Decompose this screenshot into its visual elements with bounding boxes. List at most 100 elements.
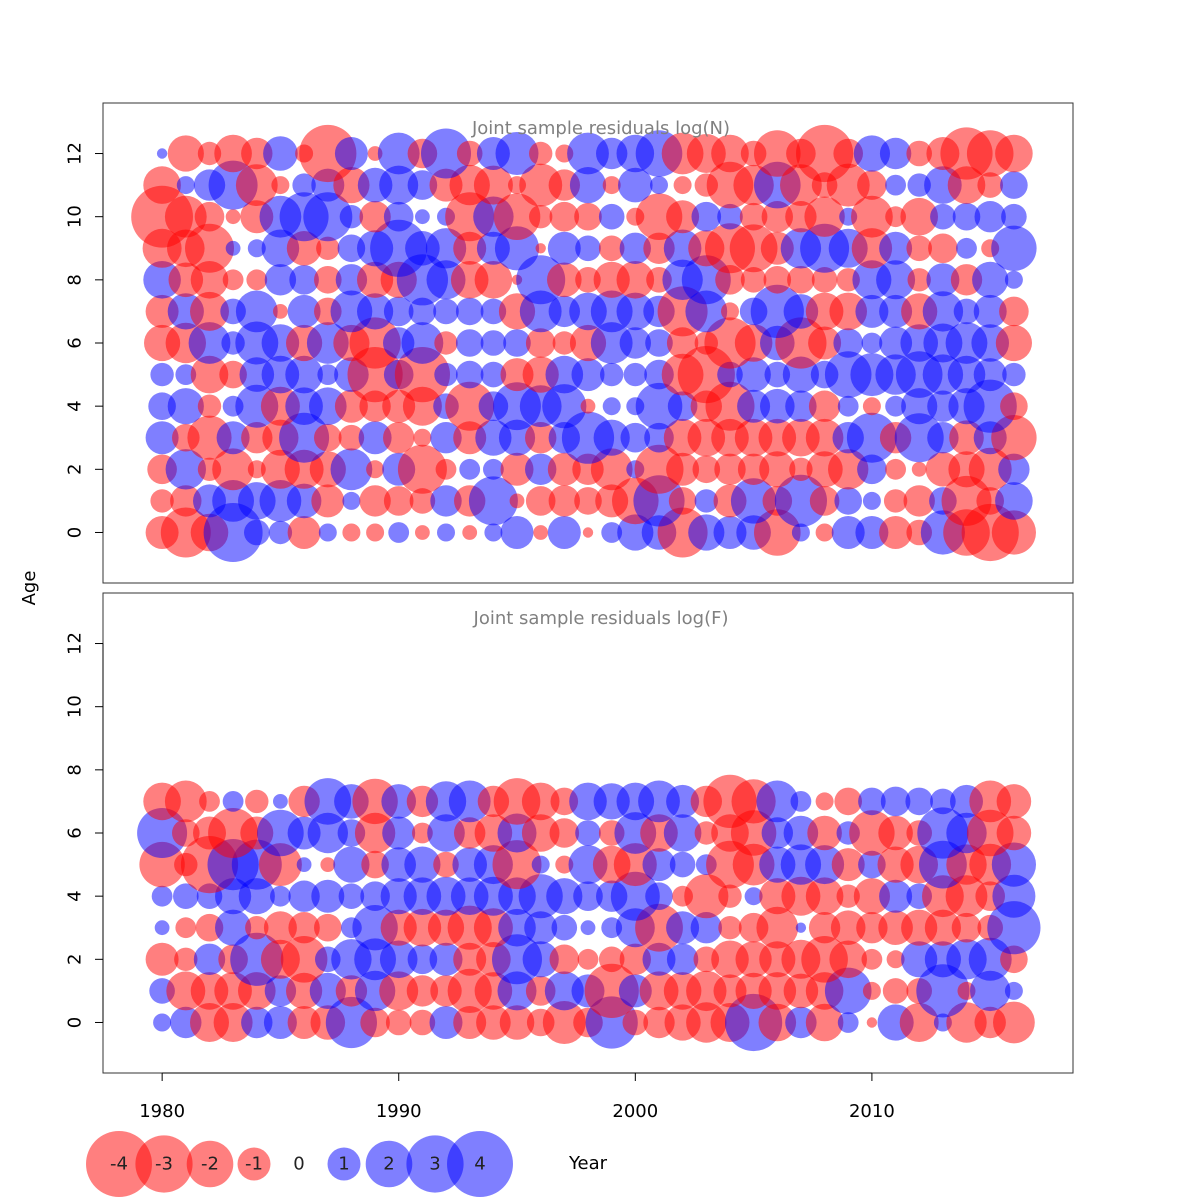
x-tick-label: 2010 [849, 1101, 895, 1122]
bubble-n-2008-age-0 [815, 523, 834, 542]
bubble-f-1998-age-6 [575, 820, 601, 846]
bubble-n-1989-age-7 [357, 293, 394, 330]
bubble-f-2008-age-6 [807, 815, 842, 851]
bubble-f-2010-age-1 [862, 981, 881, 1000]
bubble-n-1980-age-3 [145, 421, 179, 455]
bubble-n-1986-age-0 [287, 516, 321, 549]
bubble-n-1998-age-10 [574, 202, 602, 231]
bubble-f-2010-age-0 [866, 1017, 878, 1028]
panel-log-f-bubbles [137, 774, 1041, 1052]
y-tick-label: 0 [65, 1017, 86, 1028]
bubble-n-2007-age-0 [791, 523, 810, 542]
bubble-n-2011-age-8 [876, 260, 916, 300]
bubble-n-1983-age-3 [216, 421, 250, 455]
bubble-n-1997-age-5 [545, 355, 584, 394]
bubble-f-1988-age-5 [333, 846, 370, 883]
bubble-n-1988-age-2 [330, 448, 373, 491]
bubble-f-2002-age-2 [666, 943, 699, 975]
bubble-n-2005-age-9 [729, 224, 778, 273]
bubble-f-2010-age-7 [858, 787, 886, 816]
bubble-f-2004-age-4 [718, 884, 742, 908]
bubble-f-1987-age-1 [309, 972, 346, 1010]
bubble-f-1996-age-6 [521, 814, 560, 852]
bubble-f-1990-age-2 [379, 940, 418, 979]
panel-log-n-bubbles [131, 124, 1037, 562]
bubble-n-1991-age-7 [408, 297, 437, 326]
bubble-n-1992-age-2 [435, 458, 457, 480]
bubble-f-1980-age-3 [154, 920, 170, 936]
bubble-n-1996-age-2 [525, 453, 557, 485]
bubble-n-2009-age-2 [828, 449, 869, 490]
bubble-n-1984-age-0 [243, 519, 270, 546]
bubble-f-1985-age-3 [263, 911, 297, 945]
bubble-f-2007-age-7 [790, 791, 812, 812]
bubble-n-2008-age-6 [808, 326, 842, 360]
bubble-f-2007-age-3 [795, 922, 807, 933]
bubble-n-1988-age-1 [342, 491, 361, 510]
bubble-n-1984-age-11 [235, 164, 278, 207]
bubble-n-1994-age-6 [480, 330, 507, 356]
bubble-f-1991-age-2 [407, 944, 438, 975]
bubble-f-2003-age-1 [686, 970, 727, 1012]
bubble-n-1982-age-7 [190, 291, 229, 331]
panel-log-n-title: Joint sample residuals log(N) [471, 118, 730, 139]
bubble-n-1996-age-1 [525, 486, 556, 516]
bubble-n-2012-age-3 [894, 413, 944, 463]
bubble-f-1993-age-0 [453, 1006, 487, 1039]
bubble-n-2008-age-12 [796, 124, 854, 183]
x-tick-label: 1990 [376, 1101, 422, 1122]
bubble-f-1984-age-3 [245, 916, 269, 940]
bubble-n-1992-age-0 [437, 523, 455, 542]
bubble-n-1992-age-1 [430, 485, 462, 517]
y-axis-title: Age [19, 571, 40, 606]
bubble-n-2011-age-10 [885, 206, 906, 228]
bubble-n-1991-age-5 [394, 347, 450, 403]
bubble-n-1994-age-5 [480, 361, 507, 388]
bubble-n-2003-age-0 [688, 514, 725, 551]
panel-log-n-y-axis: 0 2 4 6 8 10 12 [65, 142, 104, 538]
bubble-n-2002-age-4 [667, 391, 698, 422]
bubble-f-1987-age-6 [307, 812, 348, 854]
bubble-f-1993-age-7 [448, 780, 491, 823]
y-tick-label: 2 [65, 464, 86, 475]
legend-label: 4 [474, 1154, 485, 1175]
bubble-n-2001-age-2 [634, 444, 684, 494]
bubble-f-2006-age-3 [756, 906, 799, 949]
bubble-n-1996-age-0 [533, 525, 549, 540]
bubble-n-1995-age-2 [500, 452, 534, 486]
bubble-f-1980-age-0 [153, 1013, 172, 1032]
bubble-n-2013-age-3 [927, 422, 959, 454]
bubble-n-2000-age-5 [623, 362, 647, 387]
bubble-n-2015-age-8 [972, 261, 1009, 298]
bubble-n-2011-age-4 [885, 395, 906, 417]
bubble-f-1980-age-4 [151, 885, 173, 907]
bubble-f-1983-age-0 [213, 1003, 253, 1042]
bubble-n-2016-age-5 [1002, 362, 1026, 387]
bubble-n-2005-age-1 [730, 478, 777, 524]
legend-bubble [237, 1147, 271, 1181]
bubble-n-2005-age-4 [737, 389, 771, 423]
bubble-n-1991-age-10 [415, 209, 430, 225]
bubble-n-1982-age-9 [185, 223, 234, 273]
bubble-n-2001-age-11 [650, 176, 668, 195]
bubble-f-1997-age-5 [555, 855, 574, 874]
bubble-n-2002-age-11 [673, 176, 692, 195]
bubble-n-2010-age-12 [853, 135, 891, 172]
bubble-n-2010-age-7 [855, 294, 889, 328]
bubble-n-1992-age-5 [434, 362, 458, 387]
bubble-n-2010-age-4 [862, 397, 881, 416]
bubble-f-1985-age-6 [257, 809, 304, 857]
bubble-f-2000-age-2 [619, 943, 651, 975]
legend-bubble [327, 1147, 361, 1181]
bubble-n-1987-age-10 [303, 192, 353, 242]
bubble-f-2006-age-0 [758, 1003, 797, 1042]
bubble-n-1999-age-11 [602, 176, 621, 195]
bubble-n-2008-age-8 [811, 267, 838, 293]
bubble-f-1986-age-4 [288, 880, 320, 912]
bubble-n-2012-age-4 [901, 388, 938, 425]
y-tick-label: 10 [65, 695, 86, 718]
bubble-n-1985-age-7 [273, 304, 288, 319]
bubble-n-2000-age-11 [618, 167, 653, 203]
bubble-f-1983-age-3 [215, 909, 252, 946]
